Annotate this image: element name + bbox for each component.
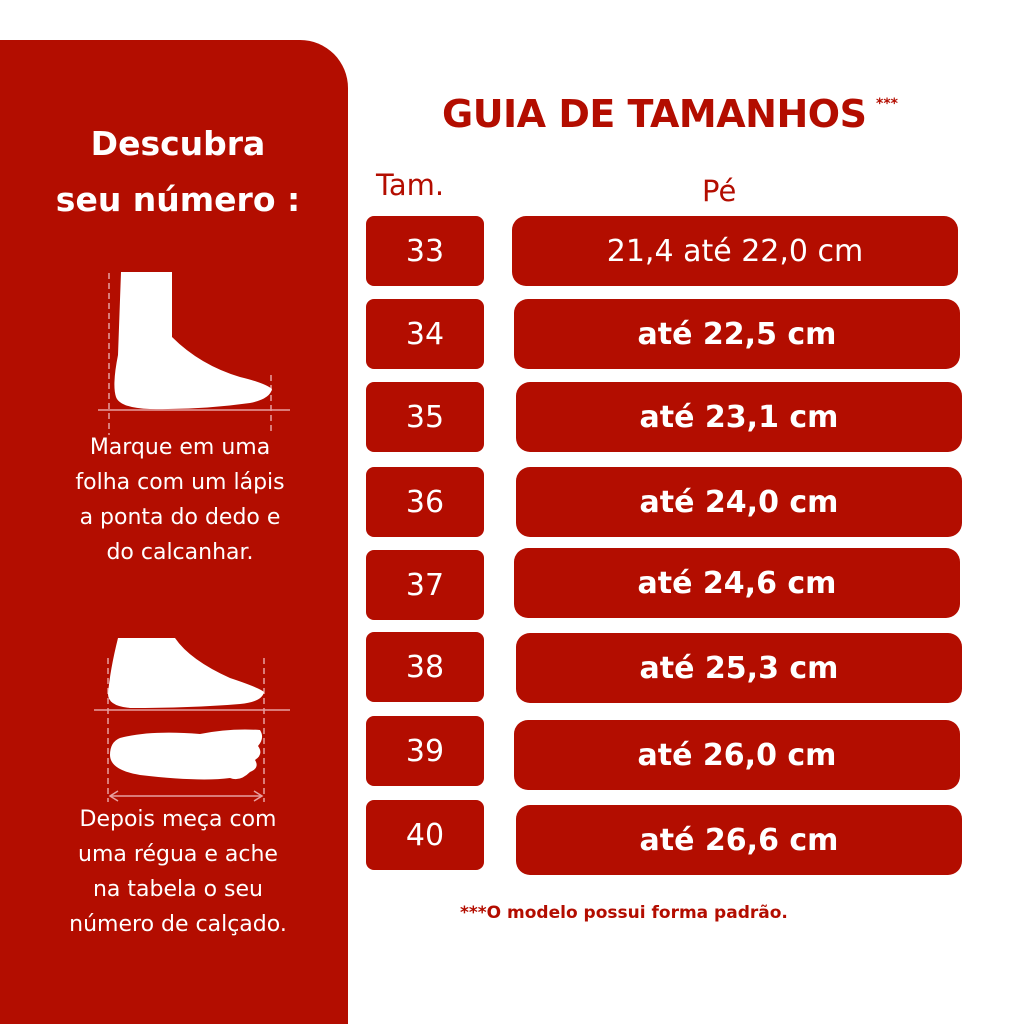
foot-side-and-sole-measure-icon <box>94 638 290 802</box>
title-line-2: seu número : <box>55 180 301 219</box>
step-2-line: uma régua e ache <box>78 842 278 867</box>
foot-length-cell: até 26,0 cm <box>514 720 960 790</box>
size-cell: 36 <box>366 467 484 537</box>
foot-side-measure-icon <box>98 272 290 435</box>
step-1-line: do calcanhar. <box>106 540 254 565</box>
foot-length-cell: 21,4 até 22,0 cm <box>512 216 958 286</box>
instructions-panel <box>0 40 348 1024</box>
panel-title: Descubra seu número : <box>0 116 368 228</box>
step-2-text: Depois meça com uma régua e ache na tabe… <box>0 802 368 942</box>
page-title: GUIA DE TAMANHOS <box>442 92 867 136</box>
column-header-foot: Pé <box>702 174 737 208</box>
foot-length-cell: até 24,0 cm <box>516 467 962 537</box>
size-cell: 35 <box>366 382 484 452</box>
step-1-text: Marque em uma folha com um lápis a ponta… <box>0 430 370 570</box>
step-1-line: folha com um lápis <box>75 470 285 495</box>
title-stars: *** <box>876 96 898 112</box>
size-cell: 39 <box>366 716 484 786</box>
step-1-line: a ponta do dedo e <box>79 505 281 530</box>
foot-length-cell: até 23,1 cm <box>516 382 962 452</box>
step-2-line: número de calçado. <box>69 912 287 937</box>
foot-length-cell: até 26,6 cm <box>516 805 962 875</box>
size-cell: 33 <box>366 216 484 286</box>
size-cell: 34 <box>366 299 484 369</box>
step-2-line: Depois meça com <box>79 807 277 832</box>
foot-length-cell: até 22,5 cm <box>514 299 960 369</box>
foot-length-cell: até 24,6 cm <box>514 548 960 618</box>
column-header-size: Tam. <box>376 168 445 202</box>
step-1-line: Marque em uma <box>89 435 271 460</box>
size-cell: 40 <box>366 800 484 870</box>
title-line-1: Descubra <box>90 124 266 163</box>
foot-length-cell: até 25,3 cm <box>516 633 962 703</box>
footnote: ***O modelo possui forma padrão. <box>460 903 788 923</box>
step-2-line: na tabela o seu <box>92 877 263 902</box>
size-cell: 38 <box>366 632 484 702</box>
size-cell: 37 <box>366 550 484 620</box>
